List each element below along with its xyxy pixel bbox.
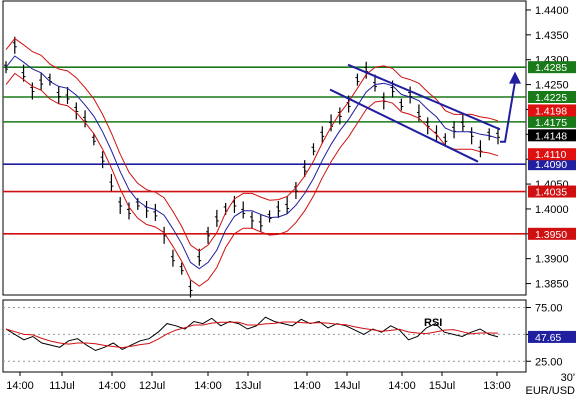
x-tick-label: 15Jul (429, 380, 455, 392)
level-badge (528, 61, 576, 74)
price-badge (528, 148, 576, 161)
rsi-tick-label: 25.00 (535, 356, 563, 368)
rsi-tick-label: 75.00 (535, 303, 563, 315)
x-tick-label: 14:00 (98, 380, 126, 392)
x-tick-label: 13Jul (235, 380, 261, 392)
level-badge-label: 1.4285 (535, 62, 567, 74)
level-badge (528, 185, 576, 198)
moving-average (5, 55, 499, 270)
y-tick-label: 1.4000 (535, 204, 569, 216)
level-badge-label: 1.4035 (535, 187, 567, 199)
y-tick-label: 1.3850 (535, 279, 569, 291)
rsi-line (5, 316, 499, 352)
channel-upper-line (347, 63, 501, 131)
y-tick-label: 1.4350 (535, 30, 569, 42)
price-badge-label: 1.4198 (535, 105, 567, 117)
level-badge (528, 227, 576, 240)
rsi-panel (2, 299, 527, 373)
x-tick-label: 14:00 (388, 380, 416, 392)
x-tick-label: 14:00 (293, 380, 321, 392)
forecast-arrow-line (500, 81, 516, 143)
x-tick-label: 14:00 (6, 380, 34, 392)
y-tick-label: 1.4250 (535, 80, 569, 92)
y-tick-label: 1.4400 (535, 5, 569, 17)
x-tick-label: 11Jul (49, 380, 74, 392)
rsi-title: RSI (424, 317, 442, 329)
rsi-value-badge (528, 330, 576, 343)
upper-band (5, 37, 499, 252)
rsi-value-label: 47.65 (535, 332, 561, 344)
price-badge (528, 104, 576, 117)
price-badge (528, 129, 576, 142)
level-badge-label: 1.4090 (535, 159, 567, 171)
level-badge-label: 1.3950 (535, 229, 567, 241)
symbol-label: EUR/USD (525, 385, 575, 397)
forecast-arrow-head (509, 71, 521, 84)
price-badge-label: 1.4110 (535, 149, 566, 161)
level-badge (528, 158, 576, 171)
x-tick-label: 12Jul (139, 380, 165, 392)
level-badge-label: 1.4225 (535, 92, 567, 104)
channel-lower-line (329, 88, 479, 163)
price-badge-label: 1.4148 (535, 130, 567, 142)
lower-band (5, 72, 499, 287)
x-tick-label: 13:00 (483, 380, 511, 392)
rsi-signal-line (5, 321, 499, 349)
x-tick-label: 14:00 (194, 380, 222, 392)
level-badge-label: 1.4175 (535, 117, 567, 129)
main-panel (2, 0, 527, 296)
level-badge (528, 115, 576, 128)
x-tick-label: 14Jul (334, 380, 360, 392)
timeframe-label: 30' (560, 372, 575, 384)
y-tick-label: 1.3900 (535, 254, 569, 266)
level-badge (528, 91, 576, 104)
